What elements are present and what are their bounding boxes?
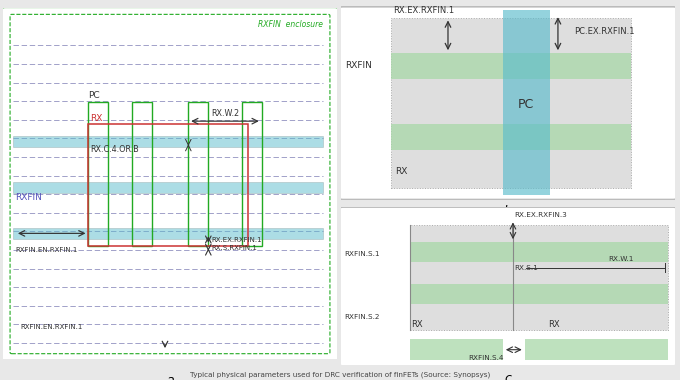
Bar [409, 284, 668, 304]
Text: RXFIN.S.4: RXFIN.S.4 [468, 355, 503, 361]
Text: RX.W.1: RX.W.1 [608, 256, 633, 262]
Bar [14, 182, 323, 193]
Bar [525, 339, 668, 360]
Text: PC.EX.RXFIN.1: PC.EX.RXFIN.1 [575, 27, 635, 36]
Bar [392, 124, 631, 150]
Text: Typical physical parameters used for DRC verification of finFETs (Source: Synops: Typical physical parameters used for DRC… [190, 372, 490, 378]
Bar [132, 102, 152, 245]
Text: RX: RX [394, 167, 407, 176]
Text: PC: PC [88, 90, 100, 100]
Bar [88, 124, 248, 245]
Bar [188, 102, 208, 245]
Bar [409, 225, 513, 330]
Text: RXFIN.EN.RXFIN.1: RXFIN.EN.RXFIN.1 [15, 247, 78, 253]
Text: RX.S.RXFIN.1: RX.S.RXFIN.1 [211, 245, 258, 251]
Text: RX.EX.RXFIN.3: RX.EX.RXFIN.3 [515, 212, 567, 218]
Text: RXFIN: RXFIN [345, 62, 371, 71]
Bar [392, 17, 631, 188]
Bar [513, 225, 668, 330]
Text: RXFIN.S.2: RXFIN.S.2 [345, 315, 380, 320]
FancyBboxPatch shape [338, 7, 678, 200]
Text: RX.W.2: RX.W.2 [211, 109, 239, 118]
Text: RX.EX.RXFIN.1: RX.EX.RXFIN.1 [393, 6, 454, 15]
Text: RXFIN  enclosure: RXFIN enclosure [258, 20, 323, 29]
Text: PC: PC [518, 98, 534, 111]
Bar [392, 53, 631, 79]
Text: RX: RX [90, 114, 103, 122]
Bar [409, 339, 503, 360]
Text: RXFIN.EN.RXFIN.1: RXFIN.EN.RXFIN.1 [20, 324, 82, 330]
Text: RXFIN: RXFIN [15, 193, 42, 202]
FancyBboxPatch shape [1, 7, 339, 361]
Text: a: a [166, 374, 174, 380]
Bar [241, 102, 262, 245]
FancyBboxPatch shape [338, 207, 678, 366]
Bar [14, 228, 323, 239]
Text: RX.S.1: RX.S.1 [515, 265, 539, 271]
Text: c: c [505, 372, 511, 380]
Bar [503, 10, 549, 195]
Bar [88, 102, 108, 245]
Bar [14, 136, 323, 147]
Text: RX.C.4.OR.B: RX.C.4.OR.B [90, 145, 139, 154]
Text: b: b [504, 205, 512, 218]
Bar [409, 242, 668, 262]
Text: RX: RX [411, 320, 423, 328]
Text: RX: RX [548, 320, 560, 328]
Text: RXFIN.S.1: RXFIN.S.1 [345, 252, 380, 257]
Text: RX.EX.RXFIN.1: RX.EX.RXFIN.1 [211, 237, 262, 242]
